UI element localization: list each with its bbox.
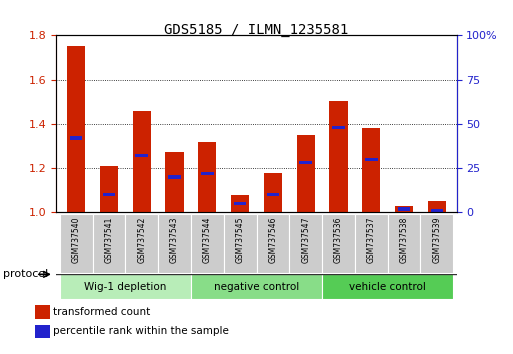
Bar [158,214,191,273]
Text: GSM737541: GSM737541 [105,217,113,263]
Bar [395,206,413,212]
Bar [35,325,50,338]
Text: GSM737545: GSM737545 [235,217,245,263]
Bar [133,110,151,212]
Text: GSM737536: GSM737536 [334,217,343,263]
Bar [103,193,115,196]
Text: percentile rank within the sample: percentile rank within the sample [53,326,229,336]
Bar [168,175,181,179]
Text: GSM737540: GSM737540 [72,217,81,263]
Text: GSM737539: GSM737539 [432,217,441,263]
Bar [234,202,246,205]
Bar [135,154,148,158]
Bar [300,161,312,165]
Bar [35,306,50,319]
Text: transformed count: transformed count [53,307,150,316]
Text: GSM737537: GSM737537 [367,217,376,263]
Bar [398,207,410,211]
Bar [191,214,224,273]
Bar [297,135,314,212]
Text: negative control: negative control [214,282,299,292]
Text: protocol: protocol [3,269,48,279]
Bar [421,214,453,273]
Bar [191,274,322,299]
Bar [267,193,279,196]
Bar [264,173,282,212]
Text: GSM737547: GSM737547 [301,217,310,263]
Bar [70,136,83,140]
Text: GDS5185 / ILMN_1235581: GDS5185 / ILMN_1235581 [164,23,349,37]
Bar [166,152,184,212]
Bar [329,101,347,212]
Text: GSM737544: GSM737544 [203,217,212,263]
Bar [365,158,378,161]
Bar [322,214,355,273]
Bar [224,214,256,273]
Bar [201,172,213,175]
Bar [332,126,345,129]
Bar [355,214,388,273]
Bar [289,214,322,273]
Bar [60,274,191,299]
Bar [92,214,125,273]
Bar [67,46,85,212]
Text: Wig-1 depletion: Wig-1 depletion [84,282,167,292]
Bar [428,201,446,212]
Bar [100,166,118,212]
Text: GSM737538: GSM737538 [400,217,408,263]
Bar [430,209,443,212]
Bar [60,214,92,273]
Bar [362,129,380,212]
Bar [231,195,249,212]
Text: GSM737543: GSM737543 [170,217,179,263]
Text: GSM737542: GSM737542 [137,217,146,263]
Bar [199,142,216,212]
Text: GSM737546: GSM737546 [268,217,278,263]
Bar [256,214,289,273]
Bar [125,214,158,273]
Text: vehicle control: vehicle control [349,282,426,292]
Bar [388,214,421,273]
Bar [322,274,453,299]
